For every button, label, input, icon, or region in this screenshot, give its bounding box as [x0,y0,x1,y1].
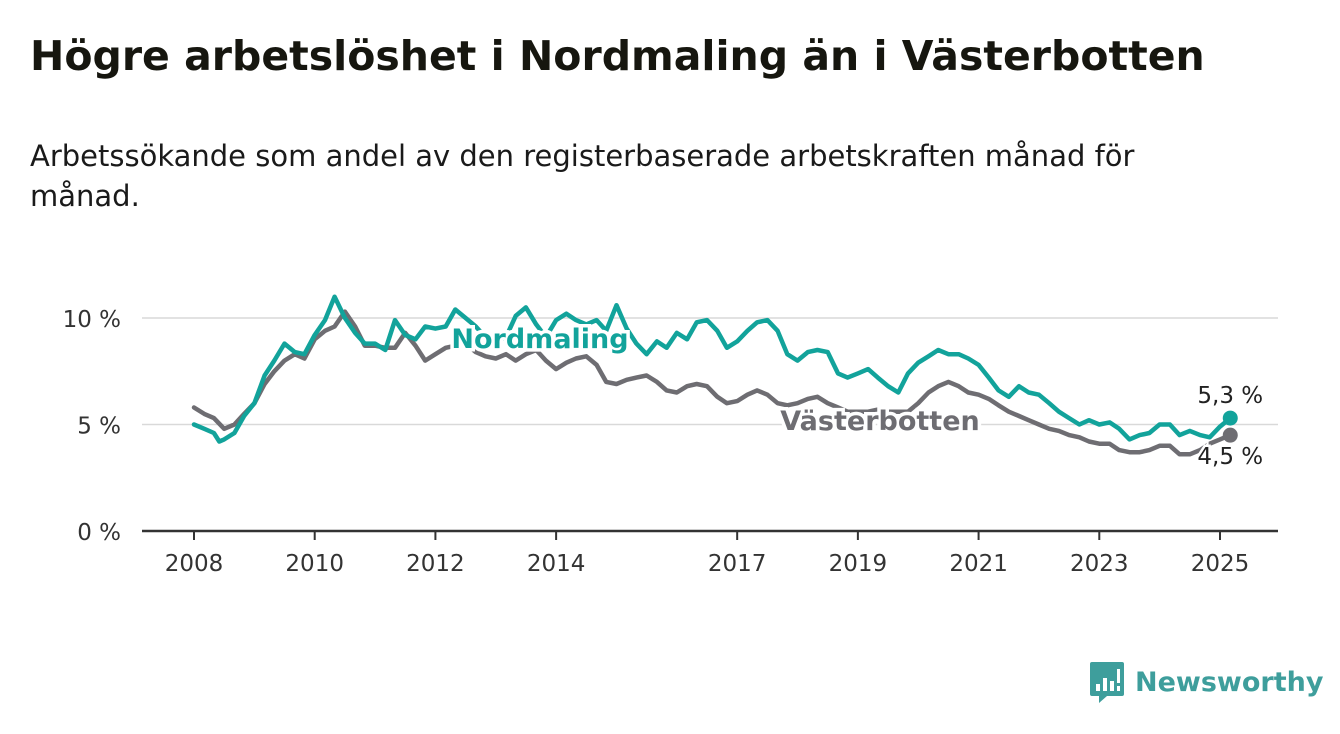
x-tick-label: 2017 [708,551,767,577]
bar-chart-speech-bubble-icon [1090,662,1124,703]
y-tick-label: 0 % [77,520,121,546]
series-end-label-nordmaling: 5,3 % [1197,383,1263,409]
grid-lines [142,317,1278,426]
x-tick-label: 2019 [829,551,888,577]
series-line-nordmaling [191,294,1233,444]
x-tick-label: 2025 [1191,551,1250,577]
y-axis-ticks: 0 % 5 % 10 % [63,307,121,546]
y-tick-label: 5 % [77,414,121,440]
series-line-vasterbotten [191,309,1233,457]
series-name-label-nordmaling: Nordmaling [451,324,628,355]
x-tick-label: 2014 [527,551,586,577]
series-labels: 4,5 % Västerbotten 5,3 % Nordmaling [448,321,1266,473]
series-lines [191,294,1238,457]
series-end-dot-nordmaling [1222,410,1238,426]
x-tick-label: 2008 [165,551,224,577]
series-end-dot-vasterbotten [1222,427,1238,443]
x-tick-label: 2010 [285,551,344,577]
y-tick-label: 10 % [63,307,121,333]
series-name-label-vasterbotten: Västerbotten [780,406,979,437]
x-tick-label: 2021 [949,551,1008,577]
newsworthy-logo: Newsworthy [1089,660,1323,704]
chart-subtitle: Arbetssökande som andel av den registerb… [30,139,1135,213]
brand-name: Newsworthy [1135,666,1324,698]
x-axis-ticks: 2008 2010 2012 2014 2017 2019 2021 2023 2025 [165,531,1250,577]
chart-title: Högre arbetslöshet i Nordmaling än i Väs… [30,32,1205,80]
series-end-label-vasterbotten: 4,5 % [1197,444,1263,470]
x-tick-label: 2012 [406,551,465,577]
x-tick-label: 2023 [1070,551,1129,577]
